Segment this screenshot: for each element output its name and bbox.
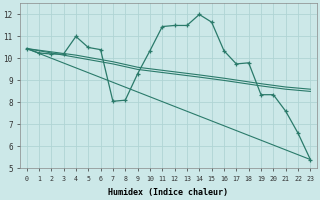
X-axis label: Humidex (Indice chaleur): Humidex (Indice chaleur): [108, 188, 228, 197]
